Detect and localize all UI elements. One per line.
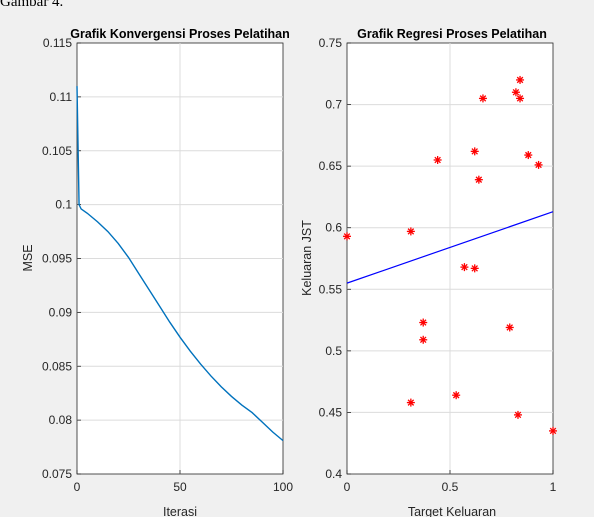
data-point-marker (433, 155, 442, 164)
convergence-xtick-label: 0 (74, 480, 81, 494)
regression-ytick-label: 0.4 (325, 467, 342, 481)
convergence-ylabel: MSE (21, 244, 35, 271)
regression-xtick-label: 0.5 (442, 480, 459, 494)
data-point-marker (549, 426, 557, 435)
data-point-marker (474, 175, 483, 184)
convergence-xlabel: Iterasi (163, 505, 197, 517)
convergence-grid (77, 43, 283, 474)
convergence-xtick-label: 50 (173, 480, 187, 494)
regression-xtick-label: 1 (550, 480, 557, 494)
data-point-marker (516, 75, 525, 84)
regression-title: Grafik Regresi Proses Pelatihan (357, 27, 547, 41)
convergence-ytick-label: 0.1 (55, 198, 72, 212)
convergence-ytick-label: 0.08 (49, 413, 73, 427)
data-point-marker (470, 147, 479, 156)
regression-ytick-label: 0.65 (319, 159, 343, 173)
data-point-marker (419, 335, 428, 344)
data-point-marker (505, 323, 514, 332)
data-point-marker (513, 410, 522, 419)
data-point-marker (534, 160, 543, 169)
data-point-marker (524, 151, 533, 160)
data-point-marker (343, 232, 351, 241)
regression-ytick-label: 0.5 (325, 344, 342, 358)
data-point-marker (452, 391, 461, 400)
convergence-ytick-label: 0.075 (42, 467, 72, 481)
figure-caption: Gambar 4. (0, 0, 64, 10)
regression-chart: 0 0.5 1 0.4 0.45 0.5 0.55 0.6 0.65 0.7 0.75 Grafik… (300, 27, 557, 517)
regression-ytick-label: 0.75 (319, 36, 343, 50)
regression-ytick-label: 0.55 (319, 282, 343, 296)
data-point-marker (406, 398, 415, 407)
convergence-xtick-label: 100 (273, 480, 293, 494)
regression-xlabel: Target Keluaran (408, 505, 496, 517)
regression-fit-line (346, 211, 554, 284)
convergence-ytick-label: 0.11 (50, 90, 73, 104)
data-point-marker (406, 227, 415, 236)
convergence-ytick-label: 0.105 (42, 144, 72, 158)
data-point-marker (470, 264, 479, 273)
data-point-marker (511, 88, 520, 97)
regression-points (343, 75, 557, 435)
convergence-ytick-label: 0.09 (49, 305, 73, 319)
regression-ticks: 0 0.5 1 0.4 0.45 0.5 0.55 0.6 0.65 0.7 0.75 (319, 36, 557, 494)
regression-ytick-label: 0.45 (319, 405, 343, 419)
data-point-marker (419, 318, 428, 327)
convergence-ytick-label: 0.085 (42, 359, 72, 373)
regression-ylabel: Keluaran JST (300, 220, 314, 296)
regression-grid (347, 43, 553, 474)
convergence-title: Grafik Konvergensi Proses Pelatihan (70, 27, 290, 41)
regression-ytick-label: 0.7 (325, 98, 342, 112)
data-point-marker (478, 94, 487, 103)
convergence-ytick-label: 0.095 (42, 252, 72, 266)
convergence-chart: 0 50 100 0.075 0.08 0.085 0.09 0.095 0.1 0.105 0.1… (21, 27, 293, 517)
regression-ytick-label: 0.6 (325, 221, 342, 235)
regression-xtick-label: 0 (344, 480, 351, 494)
data-point-marker (460, 263, 469, 272)
convergence-ytick-label: 0.115 (43, 36, 72, 50)
convergence-ticks: 0 50 100 0.075 0.08 0.085 0.09 0.095 0.1 0.105 0.1… (42, 36, 293, 494)
data-point-marker (516, 94, 525, 103)
mse-curve (76, 86, 284, 442)
